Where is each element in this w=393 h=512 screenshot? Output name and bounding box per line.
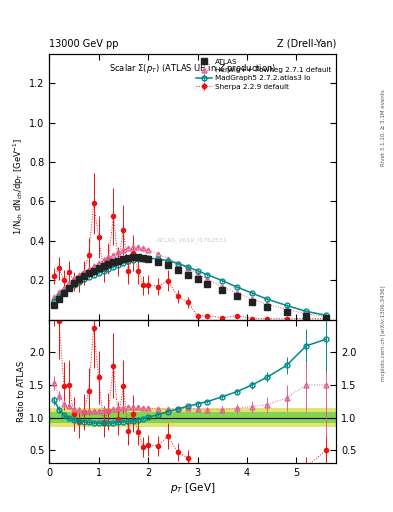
- Text: 13000 GeV pp: 13000 GeV pp: [49, 38, 119, 49]
- Bar: [49, 412, 336, 423]
- Y-axis label: 1/N$_{\mathregular{ch}}$ dN$_{\mathregular{ch}}$/dp$_{\mathregular{T}}$ [GeV$^{-: 1/N$_{\mathregular{ch}}$ dN$_{\mathregul…: [12, 138, 26, 236]
- Text: Scalar $\Sigma(p_T)$ (ATLAS UE in $Z$ production): Scalar $\Sigma(p_T)$ (ATLAS UE in $Z$ pr…: [109, 62, 276, 75]
- Bar: [49, 408, 336, 428]
- Y-axis label: Ratio to ATLAS: Ratio to ATLAS: [17, 361, 26, 422]
- Text: ATLAS_2019_I1762531: ATLAS_2019_I1762531: [157, 237, 228, 243]
- Text: Z (Drell-Yan): Z (Drell-Yan): [277, 38, 336, 49]
- X-axis label: $p_T$ [GeV]: $p_T$ [GeV]: [170, 481, 215, 495]
- Text: mcplots.cern.ch [arXiv:1306.3436]: mcplots.cern.ch [arXiv:1306.3436]: [381, 285, 386, 380]
- Text: Rivet 3.1.10, ≥ 3.1M events: Rivet 3.1.10, ≥ 3.1M events: [381, 90, 386, 166]
- Legend: ATLAS, Herwig++ Powheg 2.7.1 default, MadGraph5 2.7.2.atlas3 lo, Sherpa 2.2.9 de: ATLAS, Herwig++ Powheg 2.7.1 default, Ma…: [195, 57, 332, 91]
